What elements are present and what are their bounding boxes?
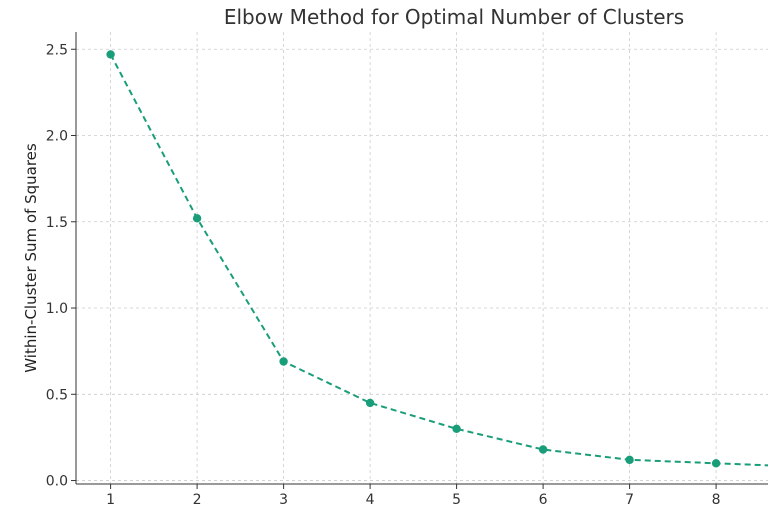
data-point bbox=[365, 398, 375, 408]
y-tick-label: 1.0 bbox=[46, 301, 68, 317]
x-tick-label: 8 bbox=[712, 492, 721, 507]
data-point bbox=[711, 459, 721, 468]
y-tick-label: 0.0 bbox=[46, 474, 68, 490]
grid bbox=[76, 32, 768, 484]
data-point bbox=[279, 357, 288, 366]
data-point bbox=[192, 214, 202, 223]
axes bbox=[75, 32, 768, 485]
x-tick-label: 5 bbox=[452, 492, 461, 507]
series-line bbox=[109, 53, 768, 467]
y-axis-title: Within-Cluster Sum of Squares bbox=[22, 143, 40, 373]
x-tick-label: 4 bbox=[366, 492, 375, 507]
y-tick-label: 0.5 bbox=[46, 387, 68, 403]
data-point bbox=[452, 424, 461, 433]
x-tick-label: 2 bbox=[193, 492, 202, 507]
x-tick-label: 3 bbox=[279, 492, 288, 507]
data-point bbox=[625, 455, 634, 465]
y-tick-label: 2.5 bbox=[46, 42, 68, 58]
chart-title: Elbow Method for Optimal Number of Clust… bbox=[224, 5, 684, 29]
x-tick-label: 1 bbox=[106, 492, 115, 507]
x-tick-label: 6 bbox=[539, 492, 548, 507]
y-tick-label: 2.0 bbox=[46, 129, 68, 145]
y-tick-label: 1.5 bbox=[46, 215, 68, 231]
data-point bbox=[538, 445, 548, 454]
data-point bbox=[106, 50, 115, 59]
ticks: 1 2 3 4 5 6 7 8 0.0 0.5 1.0 1.5 2.0 2.5 bbox=[46, 42, 721, 507]
series bbox=[106, 50, 768, 468]
x-tick-label: 7 bbox=[625, 492, 634, 507]
